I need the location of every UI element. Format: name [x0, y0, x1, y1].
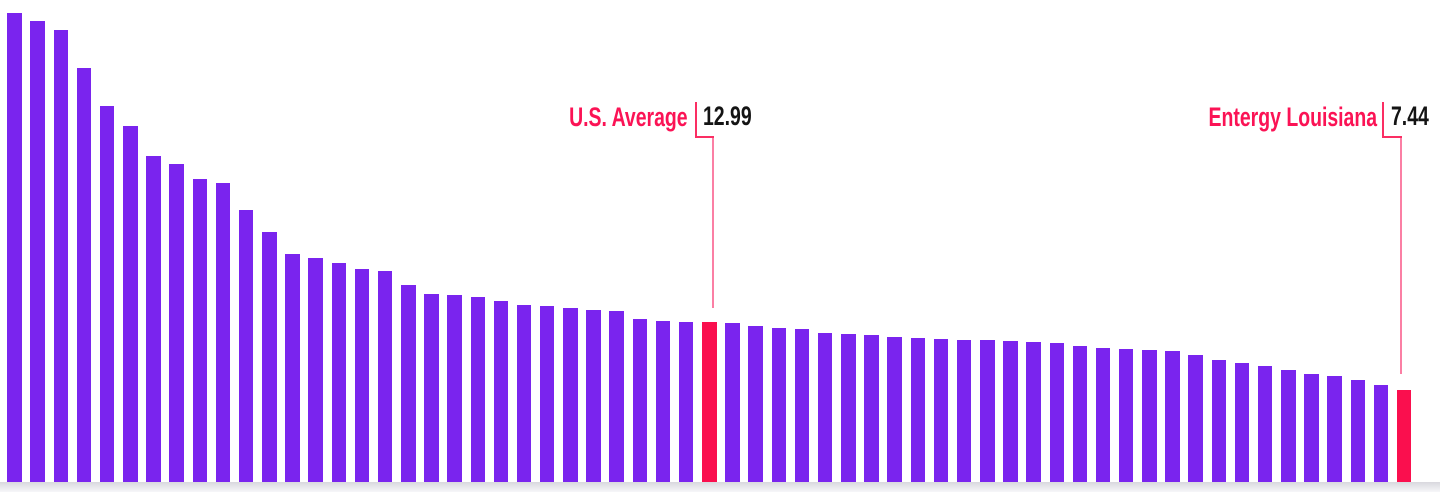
bar	[516, 304, 532, 482]
bar	[1165, 351, 1180, 482]
bar	[910, 337, 926, 482]
leader-elbow-line	[695, 136, 714, 138]
bar	[146, 155, 161, 482]
bar	[215, 182, 231, 482]
bar	[748, 325, 763, 482]
bar	[841, 334, 856, 482]
bar	[401, 284, 416, 482]
highlighted-bar	[702, 321, 717, 482]
bar	[1026, 341, 1041, 482]
bar	[887, 336, 902, 482]
bar	[169, 164, 184, 482]
bar	[563, 308, 578, 482]
bar	[470, 297, 485, 482]
bar	[262, 231, 277, 482]
axis-baseline	[0, 482, 1440, 492]
leader-drop-line	[712, 138, 714, 308]
bar	[1072, 346, 1088, 482]
bar	[933, 339, 949, 482]
bar	[493, 300, 509, 482]
bar	[678, 321, 694, 482]
bar	[632, 319, 648, 482]
leader-drop-line	[1400, 138, 1402, 374]
bar	[424, 293, 439, 482]
bar	[1095, 347, 1111, 482]
bar	[354, 268, 370, 482]
bar	[377, 271, 393, 482]
bar	[1304, 373, 1319, 482]
bar	[980, 340, 995, 482]
bar	[817, 332, 833, 482]
bar	[771, 328, 787, 482]
bar	[1142, 350, 1157, 482]
leader-tick-line	[695, 102, 697, 138]
leader-tick-line	[1382, 102, 1384, 138]
bar	[331, 262, 347, 482]
bar	[1257, 366, 1273, 482]
bar	[238, 209, 254, 482]
highlighted-bar	[1396, 390, 1412, 482]
annotation-label-us-average: U.S. Average	[569, 102, 688, 132]
leader-elbow-line	[1382, 136, 1402, 138]
annotation-value-us-average: 12.99	[703, 101, 752, 131]
bar	[447, 294, 462, 482]
bar	[1188, 355, 1203, 482]
bar	[192, 178, 208, 482]
bar	[1327, 376, 1342, 482]
bar	[1003, 340, 1018, 482]
annotation-label-entergy-louisiana: Entergy Louisiana	[1208, 102, 1377, 132]
bar	[285, 254, 300, 482]
bar	[586, 309, 601, 482]
bar	[1118, 348, 1134, 482]
bar	[7, 12, 22, 482]
bar	[123, 125, 138, 482]
bar	[1049, 342, 1064, 482]
bar	[30, 21, 45, 482]
bar	[864, 335, 879, 482]
bar	[609, 310, 624, 482]
bar	[1281, 369, 1296, 482]
bar	[99, 106, 115, 482]
bar	[76, 68, 92, 482]
annotation-value-entergy-louisiana: 7.44	[1391, 101, 1429, 131]
bar	[794, 329, 810, 482]
bar	[956, 339, 972, 482]
bar	[1211, 360, 1227, 482]
bar	[1350, 379, 1366, 482]
bar	[53, 29, 69, 482]
bar	[1373, 384, 1389, 482]
bar	[1234, 362, 1250, 482]
bar	[725, 323, 740, 482]
bar	[539, 305, 555, 482]
bar	[655, 320, 671, 482]
bar	[308, 257, 323, 482]
